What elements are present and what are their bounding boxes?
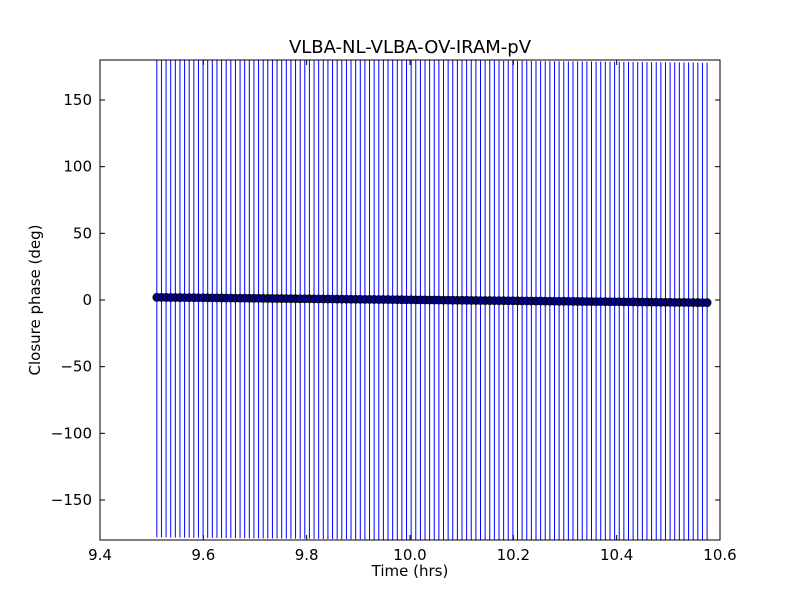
- x-tick-label: 10.6: [703, 546, 736, 564]
- x-tick-label: 10.0: [393, 546, 426, 564]
- plot-frame: [99, 59, 721, 541]
- y-axis-label: Closure phase (deg): [26, 225, 44, 376]
- x-tick-label: 9.6: [191, 546, 215, 564]
- y-tick-label: −50: [60, 358, 92, 376]
- tick-labels: 9.4 9.6 9.8 10.0 10.2 10.4 10.6 −150 −100 −50 0 50 1…: [51, 91, 737, 564]
- x-tick-label: 9.8: [295, 546, 319, 564]
- y-tick-label: −100: [51, 424, 92, 442]
- y-tick-label: −150: [51, 491, 92, 509]
- x-axis-label: Time (hrs): [371, 562, 449, 580]
- x-tick-label: 9.4: [88, 546, 112, 564]
- y-tick-label: 0: [82, 291, 92, 309]
- data-markers: [152, 292, 712, 308]
- x-tick-label: 10.2: [497, 546, 530, 564]
- y-tick-label: 50: [73, 224, 92, 242]
- chart-title: VLBA-NL-VLBA-OV-IRAM-pV: [289, 37, 532, 58]
- y-tick-label: 100: [63, 158, 92, 176]
- y-tick-label: 150: [63, 91, 92, 109]
- x-tick-label: 10.4: [600, 546, 633, 564]
- data-point: [702, 298, 712, 308]
